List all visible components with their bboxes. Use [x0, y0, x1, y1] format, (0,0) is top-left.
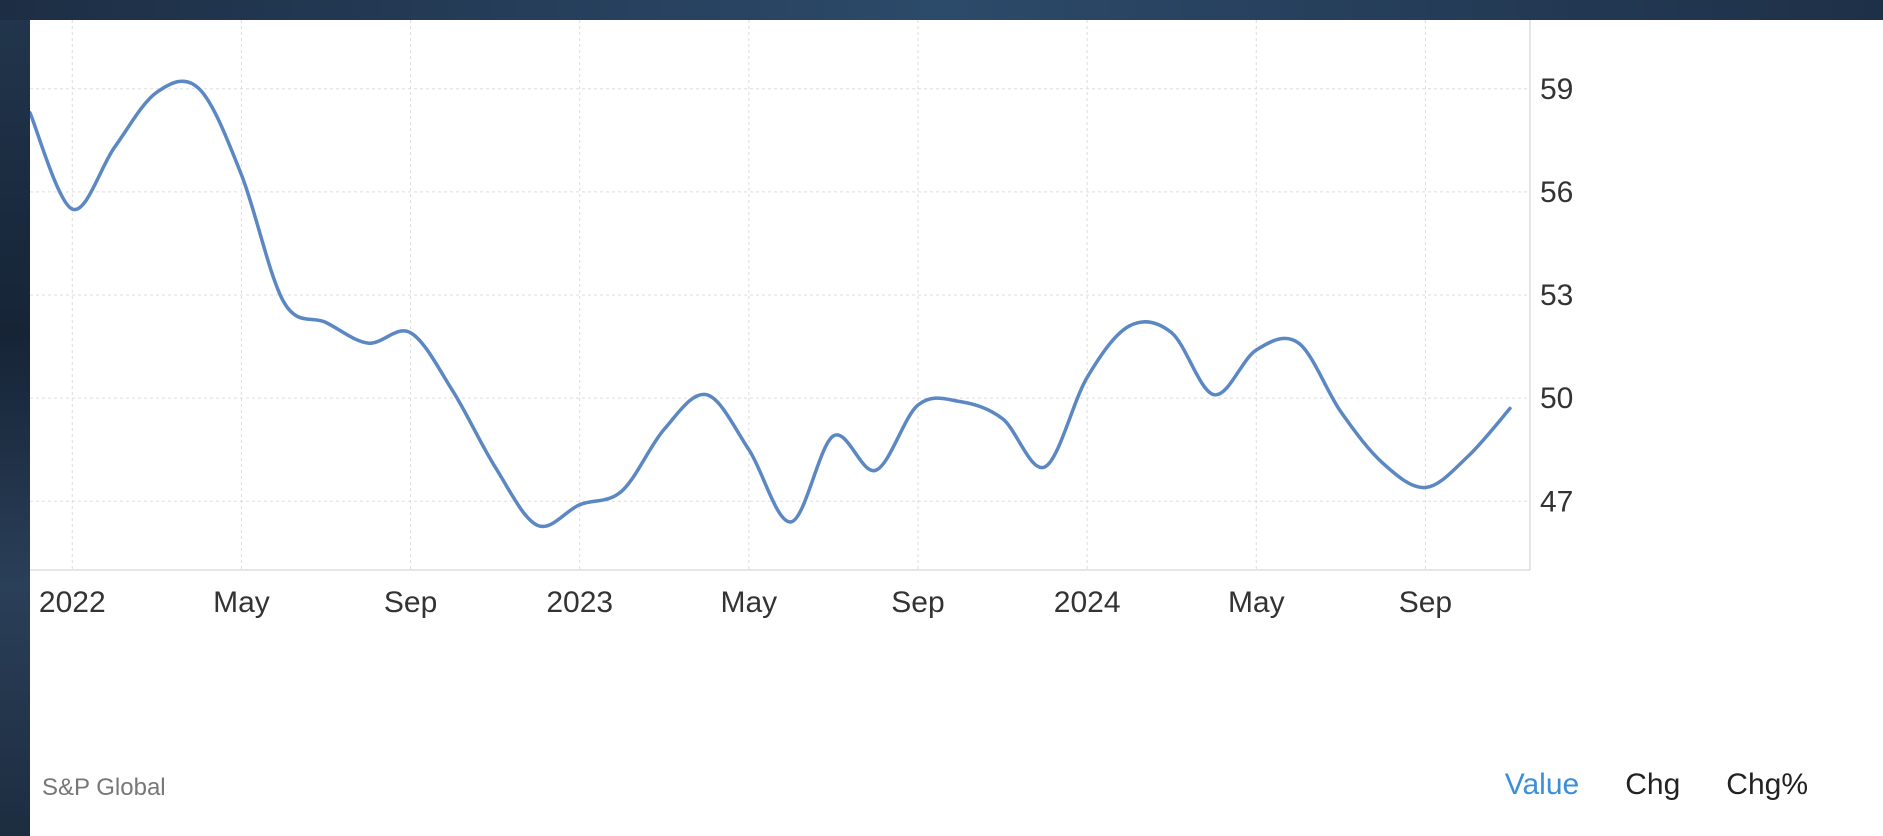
- data-point-2023-10: [956, 398, 964, 406]
- x-tick-label: 2024: [1054, 586, 1121, 619]
- y-tick-label: 47: [1540, 485, 1573, 518]
- y-tick-label: 53: [1540, 279, 1573, 312]
- x-tick-label: May: [721, 586, 778, 619]
- tab-chg[interactable]: Chg: [1625, 768, 1681, 801]
- data-point-2022-11: [491, 463, 499, 471]
- data-point-2023-05: [745, 446, 753, 454]
- tab-chg-percent[interactable]: Chg%: [1726, 768, 1808, 801]
- data-point-2023-08: [872, 466, 880, 474]
- data-point-2021-12: [30, 109, 34, 117]
- x-tick-label: Sep: [1399, 586, 1452, 619]
- data-point-2024-05: [1252, 346, 1260, 354]
- data-point-2023-12: [1041, 463, 1049, 471]
- x-tick-label: 2022: [39, 586, 106, 619]
- view-tabs: Value Chg Chg%: [1505, 768, 1808, 802]
- data-point-2024-04: [1210, 391, 1218, 399]
- data-point-2024-03: [1168, 329, 1176, 337]
- data-point-2023-07: [829, 432, 837, 440]
- data-point-2023-02: [618, 487, 626, 495]
- data-point-2022-05: [237, 171, 245, 179]
- x-tick-label: Sep: [891, 586, 944, 619]
- y-tick-label: 59: [1540, 73, 1573, 106]
- data-point-2023-06: [787, 518, 795, 526]
- grid-lines: [30, 20, 1531, 571]
- data-point-2022-06: [280, 298, 288, 306]
- data-point-2024-08: [1379, 459, 1387, 467]
- x-tick-label: Sep: [384, 586, 437, 619]
- data-point-2022-08: [364, 339, 372, 347]
- line-chart: 59 56 53 50 47 2022 May Sep 2023 May Sep 2024 May Sep: [30, 20, 1573, 619]
- data-point-2022-12: [533, 521, 541, 529]
- data-point-2022-03: [153, 88, 161, 96]
- data-point-2024-07: [1337, 408, 1345, 416]
- data-point-2023-04: [703, 391, 711, 399]
- data-point-2024-09: [1421, 484, 1429, 492]
- source-label: S&P Global: [42, 774, 166, 801]
- background-top: [0, 0, 1883, 20]
- series-layer: [30, 79, 1514, 529]
- data-point-2024-01: [1083, 374, 1091, 382]
- data-point-2023-01: [576, 501, 584, 509]
- data-point-2024-06: [1295, 339, 1303, 347]
- x-tick-label: May: [1228, 586, 1285, 619]
- data-point-2022-07: [322, 319, 330, 327]
- y-tick-label: 50: [1540, 382, 1573, 415]
- data-point-2022-10: [449, 387, 457, 395]
- x-tick-label: May: [213, 586, 270, 619]
- axis-ticks: 59 56 53 50 47 2022 May Sep 2023 May Sep 2024 May Sep: [39, 73, 1573, 619]
- data-point-2023-09: [914, 401, 922, 409]
- data-point-2022-02: [111, 143, 119, 151]
- chart-card: 59 56 53 50 47 2022 May Sep 2023 May Sep 2024 May Sep…: [30, 20, 1883, 836]
- data-point-2023-03: [660, 425, 668, 433]
- tab-value[interactable]: Value: [1504, 768, 1580, 801]
- data-point-2022-01: [68, 205, 76, 213]
- series-line: [30, 79, 1512, 529]
- data-point-2023-11: [999, 415, 1007, 423]
- data-point-2024-10: [1464, 453, 1472, 461]
- background-left: [0, 0, 30, 836]
- data-point-2022-09: [407, 329, 415, 337]
- data-point-2024-02: [1125, 322, 1133, 330]
- x-tick-label: 2023: [546, 586, 613, 619]
- data-point-2024-11: [1506, 404, 1514, 412]
- y-tick-label: 56: [1540, 176, 1573, 209]
- data-point-2022-04: [195, 85, 203, 93]
